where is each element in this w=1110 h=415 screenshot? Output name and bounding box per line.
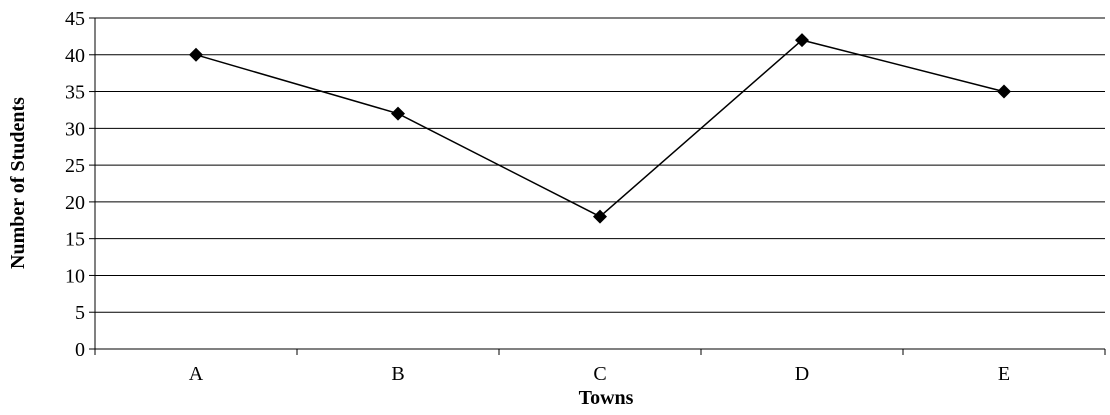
y-tick-label-10: 10: [65, 265, 85, 287]
y-tick-label-25: 25: [65, 155, 85, 177]
y-tick-label-0: 0: [75, 339, 85, 361]
x-tick-label-E: E: [998, 363, 1010, 385]
point-B: [391, 107, 405, 121]
point-E: [997, 85, 1011, 99]
y-tick-label-30: 30: [65, 118, 85, 140]
point-A: [189, 48, 203, 62]
y-tick-label-15: 15: [65, 229, 85, 251]
y-tick-label-40: 40: [65, 45, 85, 67]
x-axis-title: Towns: [579, 387, 634, 409]
y-tick-label-35: 35: [65, 82, 85, 104]
x-tick-label-C: C: [593, 363, 606, 385]
y-tick-label-5: 5: [75, 302, 85, 324]
y-axis-title: Number of Students: [7, 97, 29, 269]
x-tick-label-A: A: [189, 363, 204, 385]
y-tick-label-45: 45: [65, 8, 85, 30]
x-tick-label-D: D: [795, 363, 809, 385]
grid-layer: [95, 18, 1105, 312]
label-layer: 0 5 10 15 20 25 30 35 40 45 A B C D E: [65, 8, 1010, 385]
x-tick-label-B: B: [391, 363, 404, 385]
y-tick-label-20: 20: [65, 192, 85, 214]
